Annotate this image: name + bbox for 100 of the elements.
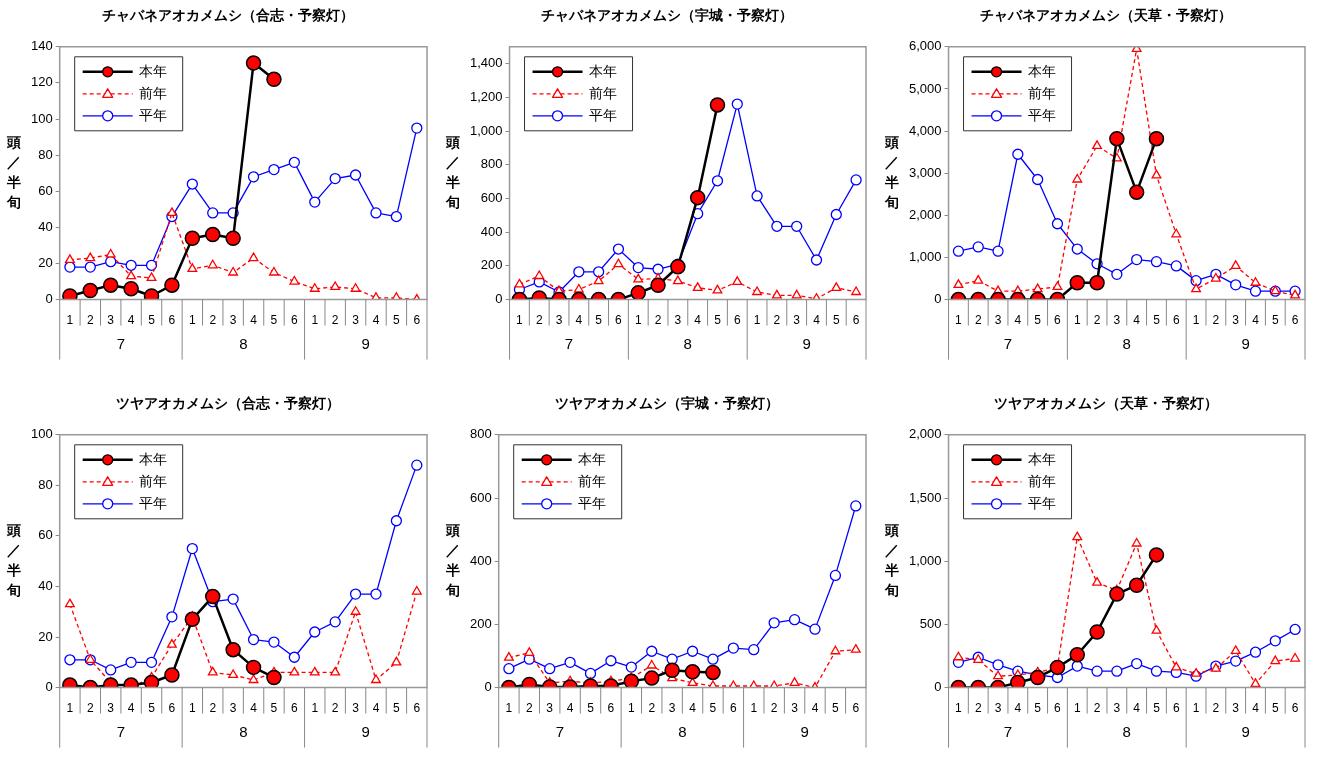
legend-label: 本年 xyxy=(577,450,606,467)
x-tick-label: 4 xyxy=(127,313,135,328)
x-tick-label: 5 xyxy=(270,701,278,716)
legend-label: 平年 xyxy=(138,494,167,511)
y-tick-label: 100 xyxy=(30,110,53,126)
x-tick-label: 2 xyxy=(1212,313,1220,328)
x-tick-label: 6 xyxy=(730,701,738,716)
y-axis-title: 頭／半旬 xyxy=(6,522,21,599)
x-tick-label: 1 xyxy=(311,313,319,328)
y-tick-label: 40 xyxy=(38,218,53,234)
x-tick-label: 4 xyxy=(1133,313,1141,328)
x-tick-label: 5 xyxy=(1153,313,1161,328)
x-tick-label: 1 xyxy=(750,701,758,716)
x-tick-label: 1 xyxy=(505,701,513,716)
y-tick-label: 40 xyxy=(38,578,53,594)
x-tick-label: 4 xyxy=(1252,701,1260,716)
x-tick-label: 5 xyxy=(148,313,156,328)
y-tick-label: 3,000 xyxy=(908,164,942,180)
x-tick-label: 5 xyxy=(1034,701,1042,716)
text: 7 xyxy=(116,722,126,740)
y-tick-label: 2,000 xyxy=(908,426,942,442)
legend-label: 前年 xyxy=(588,84,617,101)
x-tick-label: 5 xyxy=(595,313,603,328)
text: 8 xyxy=(239,722,248,740)
legend-label: 平年 xyxy=(577,494,606,511)
y-axis-title: 頭／半旬 xyxy=(6,134,21,211)
legend-label: 本年 xyxy=(138,450,167,467)
x-tick-label: 4 xyxy=(1252,313,1260,328)
x-tick-label: 3 xyxy=(229,701,237,716)
y-tick-label: 20 xyxy=(38,628,53,644)
chart-title: チャバネアオカメムシ（天草・予察灯） xyxy=(979,7,1232,24)
x-tick-label: 3 xyxy=(994,313,1002,328)
y-tick-label: 800 xyxy=(469,426,492,442)
x-tick-label: 4 xyxy=(250,701,258,716)
y-tick-label: 0 xyxy=(934,679,942,695)
y-tick-label: 500 xyxy=(919,615,942,631)
y-tick-label: 80 xyxy=(38,476,53,492)
x-tick-label: 5 xyxy=(1034,313,1042,328)
text: 8 xyxy=(1122,722,1131,740)
legend-label: 前年 xyxy=(1027,472,1056,489)
x-tick-label: 3 xyxy=(1232,701,1240,716)
x-tick-label: 2 xyxy=(331,701,339,716)
x-tick-label: 1 xyxy=(753,313,761,328)
x-tick-label: 6 xyxy=(733,313,741,328)
y-tick-label: 1,000 xyxy=(908,552,942,568)
y-tick-label: 1,400 xyxy=(469,55,503,71)
x-tick-label: 4 xyxy=(250,313,258,328)
y-tick-label: 1,000 xyxy=(469,122,503,138)
x-tick-label: 6 xyxy=(1172,701,1180,716)
x-tick-label: 1 xyxy=(66,701,74,716)
x-tick-label: 3 xyxy=(352,313,360,328)
y-axis-title: 頭／半旬 xyxy=(445,522,460,599)
x-tick-label: 6 xyxy=(291,701,299,716)
x-tick-label: 5 xyxy=(393,313,401,328)
x-tick-label: 3 xyxy=(668,701,676,716)
legend-label: 平年 xyxy=(138,106,167,123)
legend-label: 本年 xyxy=(588,62,617,79)
x-tick-label: 3 xyxy=(1232,313,1240,328)
x-tick-label: 6 xyxy=(291,313,299,328)
y-axis-title: 頭／半旬 xyxy=(884,522,899,599)
x-tick-label: 2 xyxy=(1212,701,1220,716)
text: 9 xyxy=(361,334,370,352)
x-tick-label: 3 xyxy=(546,701,554,716)
x-tick-label: 6 xyxy=(1291,313,1299,328)
y-tick-label: 200 xyxy=(469,615,492,631)
legend-label: 本年 xyxy=(1027,450,1056,467)
x-tick-label: 5 xyxy=(393,701,401,716)
y-tick-label: 0 xyxy=(45,291,53,307)
y-tick-label: 800 xyxy=(480,156,503,172)
legend-label: 前年 xyxy=(138,472,167,489)
x-tick-label: 3 xyxy=(107,701,115,716)
text: 8 xyxy=(683,334,692,352)
text: 7 xyxy=(555,722,565,740)
x-tick-label: 3 xyxy=(107,313,115,328)
x-tick-label: 1 xyxy=(1073,313,1081,328)
text: 7 xyxy=(116,334,126,352)
x-tick-label: 1 xyxy=(516,313,524,328)
x-tick-label: 2 xyxy=(525,701,533,716)
x-tick-label: 4 xyxy=(566,701,574,716)
x-tick-label: 3 xyxy=(791,701,799,716)
x-tick-label: 4 xyxy=(694,313,702,328)
text: 7 xyxy=(1003,334,1013,352)
y-tick-label: 80 xyxy=(38,146,53,162)
legend-label: 本年 xyxy=(1027,62,1056,79)
y-tick-label: 0 xyxy=(484,679,492,695)
x-tick-label: 6 xyxy=(168,701,176,716)
x-tick-label: 1 xyxy=(1192,701,1200,716)
x-tick-label: 3 xyxy=(793,313,801,328)
x-tick-label: 5 xyxy=(832,701,840,716)
y-tick-label: 5,000 xyxy=(908,80,942,96)
x-tick-label: 5 xyxy=(1271,313,1279,328)
x-tick-label: 1 xyxy=(955,701,963,716)
x-tick-label: 6 xyxy=(168,313,176,328)
x-tick-label: 5 xyxy=(714,313,722,328)
y-tick-label: 1,000 xyxy=(908,249,942,265)
y-tick-label: 100 xyxy=(30,426,53,442)
x-tick-label: 4 xyxy=(372,313,380,328)
x-tick-label: 2 xyxy=(773,313,781,328)
x-tick-label: 1 xyxy=(634,313,642,328)
x-tick-label: 5 xyxy=(148,701,156,716)
